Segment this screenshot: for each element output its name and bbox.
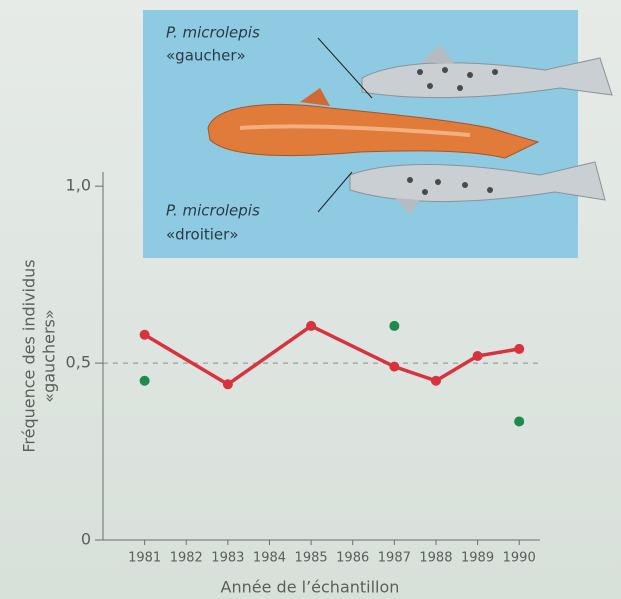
data-point <box>431 376 441 386</box>
annotation: P. microlepis <box>166 24 260 42</box>
x-axis-label: Année de l’échantillon <box>221 578 400 597</box>
data-point <box>140 330 150 340</box>
y-tick-label: 1,0 <box>66 176 91 195</box>
annotation: «droitier» <box>166 226 239 244</box>
data-point <box>514 416 524 426</box>
chart: P. microlepis «gaucher» P. microlepis «d… <box>0 0 621 599</box>
y-axis-label: Fréquence des individus <box>20 259 39 452</box>
annotation: «gaucher» <box>166 47 246 65</box>
data-point <box>514 344 524 354</box>
x-tick-label: 1986 <box>336 551 369 566</box>
x-tick-label: 1981 <box>128 551 161 566</box>
data-point <box>306 321 316 331</box>
x-tick-label: 1990 <box>503 551 536 566</box>
x-tick-label: 1984 <box>253 551 286 566</box>
x-tick-label: 1987 <box>378 551 411 566</box>
data-point <box>389 321 399 331</box>
annotation: P. microlepis <box>166 202 260 220</box>
x-tick-label: 1985 <box>295 551 328 566</box>
data-point <box>223 379 233 389</box>
x-tick-label: 1982 <box>170 551 203 566</box>
x-tick-label: 1983 <box>211 551 244 566</box>
photo-inset: P. microlepis «gaucher» P. microlepis «d… <box>143 10 612 258</box>
data-point <box>473 351 483 361</box>
data-point <box>140 376 150 386</box>
data-point <box>389 362 399 372</box>
y-axis-label: «gauchers» <box>40 309 59 402</box>
x-tick-label: 1989 <box>461 551 494 566</box>
x-tick-label: 1988 <box>419 551 452 566</box>
y-tick-label: 0 <box>81 530 91 549</box>
y-tick-label: 0,5 <box>66 353 91 372</box>
